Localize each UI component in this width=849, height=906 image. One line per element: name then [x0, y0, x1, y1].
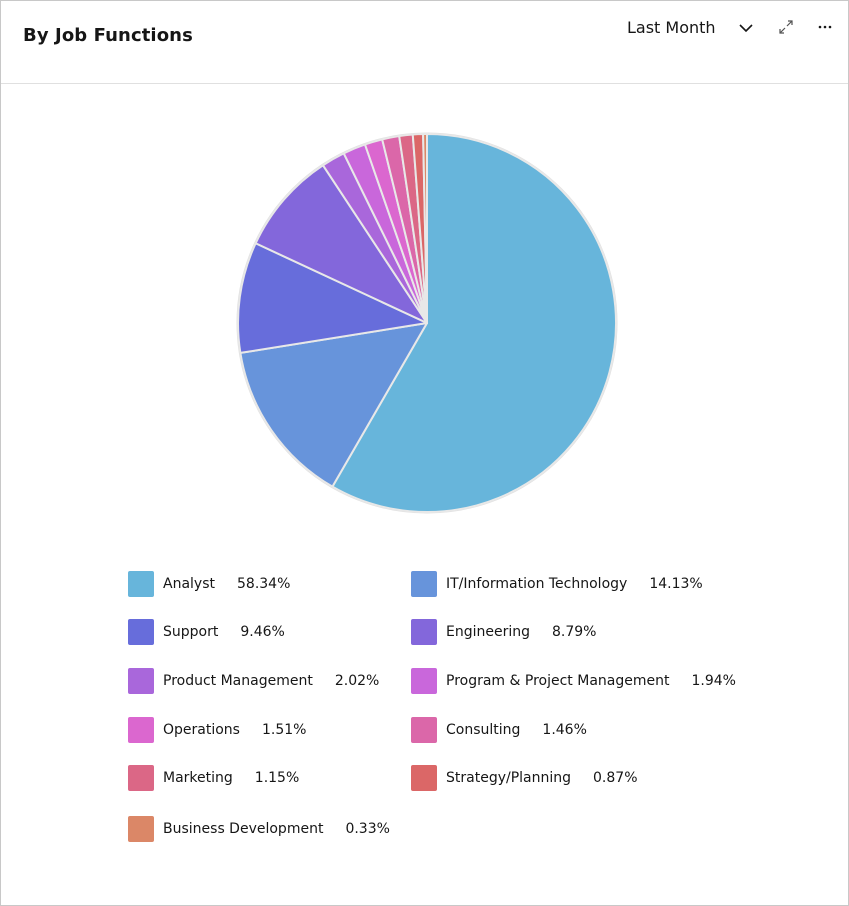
pie-slice-support[interactable]	[237, 242, 428, 354]
legend-value: 14.13%	[649, 576, 703, 592]
legend-value: 0.87%	[593, 770, 638, 786]
chevron-down-icon[interactable]	[735, 17, 757, 39]
pie-slice-it-information-technology[interactable]	[239, 322, 428, 488]
legend-value: 1.94%	[691, 673, 736, 689]
legend-swatch	[128, 571, 154, 597]
legend-swatch	[411, 765, 437, 791]
legend-value: 8.79%	[552, 624, 597, 640]
card-title: By Job Functions	[23, 25, 193, 46]
legend-value: 0.33%	[345, 821, 390, 837]
legend-swatch	[411, 619, 437, 645]
legend-label: IT/Information Technology	[446, 576, 628, 592]
legend-label: Consulting	[446, 722, 521, 738]
legend-value: 2.02%	[334, 673, 380, 689]
legend-swatch	[411, 668, 437, 694]
legend-value: 9.46%	[240, 624, 285, 640]
legend-label: Business Development	[163, 821, 324, 837]
legend-swatch	[411, 571, 437, 597]
overflow-menu-icon[interactable]	[814, 16, 836, 38]
period-dropdown[interactable]: Last Month	[627, 18, 716, 37]
legend-label: Operations	[163, 722, 240, 738]
legend-label: Strategy/Planning	[446, 770, 572, 786]
legend-swatch	[128, 717, 154, 743]
maximize-icon[interactable]	[775, 16, 797, 38]
legend-label: Program & Project Management	[446, 673, 670, 689]
legend-swatch	[128, 765, 154, 791]
legend-swatch	[411, 717, 437, 743]
pie-slice-business-development[interactable]	[422, 132, 428, 324]
legend-label: Product Management	[163, 673, 313, 689]
pie-slice-engineering[interactable]	[254, 164, 428, 324]
legend-label: Engineering	[446, 624, 530, 640]
legend-swatch	[128, 619, 154, 645]
legend-value: 1.51%	[261, 722, 307, 738]
legend-value: 1.15%	[254, 770, 300, 786]
legend-value: 58.34%	[237, 576, 291, 592]
legend-swatch	[128, 816, 154, 842]
pie-chart	[236, 132, 618, 514]
legend-value: 1.46%	[542, 722, 587, 738]
legend-label: Support	[163, 624, 219, 640]
pie-slice-analyst[interactable]	[331, 133, 617, 513]
legend-label: Marketing	[163, 770, 233, 786]
legend-label: Analyst	[163, 576, 215, 592]
legend-swatch	[128, 668, 154, 694]
card-header: By Job Functions Last Month	[1, 1, 848, 84]
